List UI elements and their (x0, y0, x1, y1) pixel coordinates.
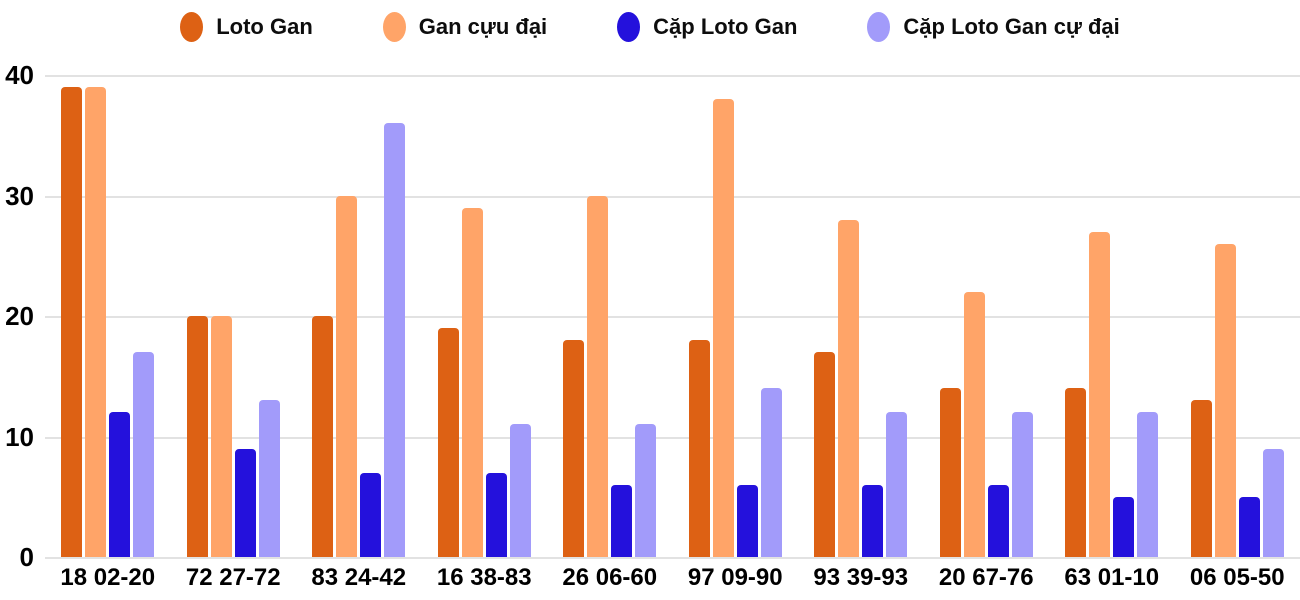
gridline (45, 195, 1300, 198)
bar-loto-gan[interactable] (563, 340, 585, 557)
bar-cap-loto-gan-cu-dai[interactable] (509, 424, 531, 557)
bar-cap-loto-gan-cu-dai[interactable] (886, 412, 908, 557)
bar-cap-loto-gan[interactable] (736, 484, 758, 557)
bar-gan-cuu-dai[interactable] (712, 99, 734, 557)
y-tick-label: 40 (5, 60, 34, 90)
bar-cluster (437, 75, 531, 557)
category-group: 72 27-72 (171, 75, 297, 600)
bar-cap-loto-gan[interactable] (862, 484, 884, 557)
bar-loto-gan[interactable] (186, 316, 208, 557)
bar-cluster (186, 75, 280, 557)
category-group: 18 02-20 (45, 75, 171, 600)
bar-cap-loto-gan-cu-dai[interactable] (384, 123, 406, 557)
legend-item-cap-loto-gan[interactable]: Cặp Loto Gan (617, 12, 797, 42)
y-tick-label: 30 (5, 180, 34, 211)
bar-cap-loto-gan-cu-dai[interactable] (1011, 412, 1033, 557)
bar-loto-gan[interactable] (1190, 400, 1212, 557)
category-group: 16 38-83 (422, 75, 548, 600)
bar-cap-loto-gan[interactable] (485, 472, 507, 557)
x-tick-label: 72 27-72 (185, 564, 281, 591)
gridlines (45, 75, 1300, 559)
bar-cluster (814, 75, 908, 557)
bar-gan-cuu-dai[interactable] (85, 87, 107, 557)
bar-loto-gan[interactable] (437, 328, 459, 557)
bar-cluster (312, 75, 406, 557)
bar-cluster (1190, 75, 1284, 557)
y-tick-label: 0 (19, 542, 34, 572)
bar-gan-cuu-dai[interactable] (461, 207, 483, 557)
bar-gan-cuu-dai[interactable] (963, 291, 985, 557)
category-group: 26 06-60 (547, 75, 673, 600)
bar-cluster (939, 75, 1033, 557)
bar-cap-loto-gan[interactable] (109, 412, 131, 557)
bar-gan-cuu-dai[interactable] (336, 195, 358, 557)
bar-gan-cuu-dai[interactable] (838, 219, 860, 557)
bar-loto-gan[interactable] (1065, 388, 1087, 557)
bar-gan-cuu-dai[interactable] (587, 195, 609, 557)
category-group: 97 09-90 (673, 75, 799, 600)
bar-cap-loto-gan[interactable] (1238, 496, 1260, 557)
chart-legend: Loto Gan Gan cựu đại Cặp Loto Gan Cặp Loto … (0, 6, 1300, 48)
legend-label: Cặp Loto Gan (653, 14, 798, 39)
bar-loto-gan[interactable] (814, 352, 836, 557)
bar-cluster (563, 75, 657, 557)
legend-marker-icon (382, 12, 406, 42)
bar-cap-loto-gan-cu-dai[interactable] (1137, 412, 1159, 557)
bar-cap-loto-gan-cu-dai[interactable] (760, 388, 782, 557)
bar-cap-loto-gan-cu-dai[interactable] (635, 424, 657, 557)
legend-item-loto-gan[interactable]: Loto Gan (180, 12, 313, 42)
x-tick-label: 16 38-83 (436, 564, 532, 591)
plot-area: 18 02-20 72 27-72 83 24-42 16 38-83 26 06-60… (45, 75, 1300, 600)
bar-loto-gan[interactable] (61, 87, 83, 557)
x-tick-label: 83 24-42 (311, 564, 407, 591)
y-axis: 0 10 20 30 40 (0, 60, 36, 572)
legend-marker-icon (867, 12, 891, 42)
bar-gan-cuu-dai[interactable] (1214, 243, 1236, 557)
bar-loto-gan[interactable] (312, 316, 334, 557)
legend-label: Loto Gan (216, 14, 313, 39)
bar-cap-loto-gan-cu-dai[interactable] (1262, 448, 1284, 557)
bar-loto-gan[interactable] (688, 340, 710, 557)
x-tick-label: 97 09-90 (687, 564, 783, 591)
x-tick-label: 26 06-60 (562, 564, 658, 591)
legend-marker-icon (617, 12, 641, 42)
category-group: 63 01-10 (1049, 75, 1175, 600)
bar-loto-gan[interactable] (939, 388, 961, 557)
legend-marker-icon (180, 12, 204, 42)
x-tick-label: 63 01-10 (1064, 564, 1160, 591)
x-tick-label: 18 02-20 (60, 564, 156, 591)
bar-gan-cuu-dai[interactable] (210, 316, 232, 557)
bar-cluster (1065, 75, 1159, 557)
bar-cluster (688, 75, 782, 557)
y-tick-label: 20 (5, 301, 34, 331)
legend-label: Cặp Loto Gan cự đại (903, 14, 1120, 39)
gridline (45, 316, 1300, 318)
category-group: 20 67-76 (924, 75, 1050, 600)
x-tick-label: 20 67-76 (938, 564, 1034, 591)
category-group: 93 39-93 (798, 75, 924, 600)
bar-gan-cuu-dai[interactable] (1089, 231, 1111, 557)
gridline (45, 436, 1300, 439)
bar-cap-loto-gan[interactable] (987, 484, 1009, 557)
bar-cap-loto-gan[interactable] (611, 484, 633, 557)
bar-groups: 18 02-20 72 27-72 83 24-42 16 38-83 26 06-60… (45, 75, 1300, 600)
bar-cap-loto-gan[interactable] (234, 448, 256, 557)
bar-cap-loto-gan-cu-dai[interactable] (258, 400, 280, 557)
gridline (45, 557, 1300, 559)
category-group: 06 05-50 (1175, 75, 1300, 600)
bar-cluster (61, 75, 155, 557)
bar-cap-loto-gan[interactable] (1113, 496, 1135, 557)
y-tick-label: 10 (5, 421, 34, 452)
gridline (45, 75, 1300, 77)
bar-cap-loto-gan[interactable] (360, 472, 382, 557)
legend-label: Gan cựu đại (418, 14, 548, 39)
category-group: 83 24-42 (296, 75, 422, 600)
bar-cap-loto-gan-cu-dai[interactable] (133, 352, 155, 557)
legend-item-cap-loto-gan-cu-dai[interactable]: Cặp Loto Gan cự đại (867, 12, 1120, 42)
x-tick-label: 93 39-93 (813, 564, 909, 591)
legend-item-gan-cuu-dai[interactable]: Gan cựu đại (382, 12, 548, 42)
x-tick-label: 06 05-50 (1189, 564, 1285, 591)
